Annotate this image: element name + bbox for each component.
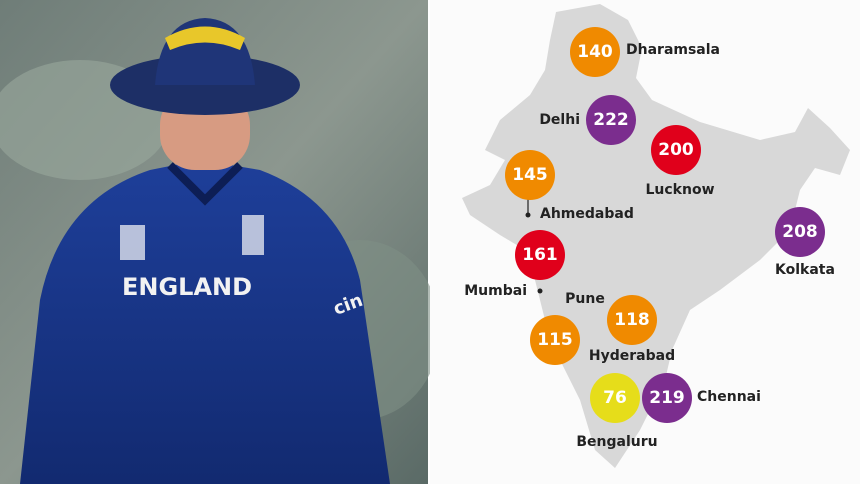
venue-name: Mumbai <box>464 283 527 299</box>
venue-marker <box>505 150 555 200</box>
player-photo: ENGLAND cin <box>0 0 440 484</box>
venue-marker <box>530 315 580 365</box>
venue-score: 145 <box>512 165 548 185</box>
venue-name: Hyderabad <box>589 348 675 364</box>
venue-name: Ahmedabad <box>540 206 634 222</box>
venue-name: Lucknow <box>645 182 714 198</box>
venue-marker <box>590 373 640 423</box>
venue-score: 208 <box>782 222 818 242</box>
venue-marker <box>607 295 657 345</box>
venue-score: 140 <box>577 42 613 62</box>
venue-score: 115 <box>537 330 573 350</box>
venue-score: 222 <box>593 110 629 130</box>
venue-name: Delhi <box>539 112 580 128</box>
jersey-text: ENGLAND <box>122 273 252 301</box>
venue-score: 200 <box>658 140 694 160</box>
venue-score: 76 <box>603 388 627 408</box>
venue-marker <box>570 27 620 77</box>
venue-marker <box>651 125 701 175</box>
venue-name: Chennai <box>697 389 761 405</box>
venue-marker <box>642 373 692 423</box>
venue-name: Kolkata <box>775 262 835 278</box>
venue-score: 161 <box>522 245 558 265</box>
venue-name: Pune <box>565 291 605 307</box>
venue-marker <box>515 230 565 280</box>
venue-name: Dharamsala <box>626 42 720 58</box>
venue-score: 118 <box>614 310 650 330</box>
venue-score: 219 <box>649 388 685 408</box>
venue-marker <box>775 207 825 257</box>
venue-marker <box>586 95 636 145</box>
venue-name: Bengaluru <box>576 434 657 450</box>
